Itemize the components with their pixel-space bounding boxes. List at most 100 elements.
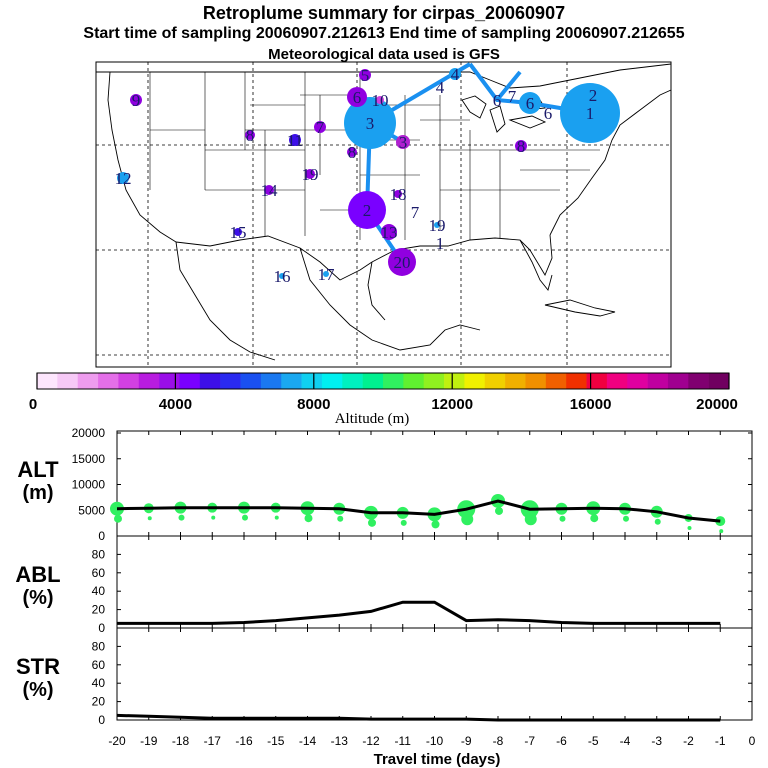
met-data-note: Meteorological data used is GFS xyxy=(268,46,500,63)
colorbar-tick-label: 20000 xyxy=(696,396,738,413)
colorbar-swatch xyxy=(260,373,282,389)
panel-label: ALT xyxy=(17,457,59,482)
cluster-label: 8 xyxy=(517,137,526,156)
y-tick-label: 60 xyxy=(92,658,106,672)
cluster-label: 7 xyxy=(508,87,517,106)
colorbar-swatch xyxy=(586,373,608,389)
cluster-circle xyxy=(347,87,367,107)
cluster-circle xyxy=(130,94,142,106)
time-series-panels: 05000100001500020000ALT(m)020406080ABL(%… xyxy=(15,426,755,768)
colorbar-tick-label: 12000 xyxy=(431,396,473,413)
colorbar-tick-label: 8000 xyxy=(297,396,330,413)
track-segment xyxy=(468,62,591,115)
alt-point xyxy=(687,525,692,530)
x-tick-label: -16 xyxy=(235,734,253,748)
colorbar-swatch xyxy=(240,373,262,389)
coastline-segment xyxy=(519,239,553,291)
panel-label: ABL xyxy=(15,562,60,587)
alt-point xyxy=(495,506,503,515)
panel-abl: 0 20 40 60 80 ABL(%) xyxy=(15,535,753,635)
colorbar-swatch xyxy=(383,373,404,389)
x-tick-label: -3 xyxy=(651,734,662,748)
cluster-label: 14 xyxy=(261,181,279,200)
x-tick-label: -8 xyxy=(493,734,504,748)
x-tick-label: -11 xyxy=(395,734,412,748)
cluster-circle xyxy=(359,69,371,81)
altitude-colorbar: 0 4000 8000 12000 16000 20000 xyxy=(29,372,738,413)
y-tick-label: 80 xyxy=(92,547,106,561)
track-segment xyxy=(495,70,522,102)
x-tick-label: 0 xyxy=(749,734,756,748)
cluster-label: 17 xyxy=(318,265,336,284)
cluster-circle xyxy=(344,97,396,149)
y-tick-label: 80 xyxy=(92,639,106,653)
colorbar-swatch xyxy=(627,373,648,389)
coastline-segment xyxy=(461,95,487,119)
cluster-label: 15 xyxy=(230,223,247,242)
colorbar-swatch xyxy=(484,373,506,389)
colorbar-tick-label: 0 xyxy=(29,396,37,413)
series-line xyxy=(116,713,721,722)
alt-point xyxy=(211,515,216,520)
map-geography xyxy=(96,63,672,361)
x-tick-label: -10 xyxy=(426,734,444,748)
cluster-circle xyxy=(434,222,440,228)
colorbar-swatch xyxy=(281,373,302,389)
colorbar-swatch xyxy=(138,373,160,389)
cluster-circle xyxy=(279,273,285,279)
colorbar-swatch xyxy=(525,373,547,389)
cluster-circle xyxy=(323,271,329,277)
cluster-label: 7 xyxy=(411,203,420,222)
colorbar-swatch xyxy=(321,373,343,389)
x-tick-label: -15 xyxy=(267,734,285,748)
colorbar-tick-label: 4000 xyxy=(159,396,192,413)
y-tick-label: 20 xyxy=(92,603,106,617)
alt-point xyxy=(431,520,440,529)
x-tick-label: -17 xyxy=(204,734,222,748)
x-axis-label: Travel time (days) xyxy=(374,751,501,768)
y-tick-label: 40 xyxy=(92,584,106,598)
y-tick-label: 0 xyxy=(98,529,105,543)
cluster-label: 6 xyxy=(526,94,535,113)
panel-alt: 0 5000 10000 15000 20000 ALT(m) xyxy=(17,426,753,543)
coastline-segment xyxy=(508,115,547,129)
alt-point xyxy=(559,515,566,522)
cluster-label: 3 xyxy=(399,133,408,152)
x-tick-label: -19 xyxy=(140,734,158,748)
cluster-circle xyxy=(348,191,386,229)
y-tick-label: 5000 xyxy=(78,503,105,517)
colorbar-swatch xyxy=(403,373,425,389)
alt-point xyxy=(178,514,185,521)
x-tick-label: -12 xyxy=(362,734,380,748)
panel-label: STR xyxy=(16,654,60,679)
colorbar-swatch xyxy=(179,373,201,389)
cluster-label: 6 xyxy=(493,91,502,110)
alt-point xyxy=(654,518,661,525)
colorbar-tick-label: 16000 xyxy=(570,396,612,413)
alt-point xyxy=(110,501,124,516)
cluster-label: 7 xyxy=(316,118,325,137)
cluster-label: 4 xyxy=(436,78,445,97)
cluster-circle xyxy=(381,224,397,240)
alt-point xyxy=(461,513,474,526)
cluster-circle xyxy=(396,135,410,149)
cluster-circle xyxy=(519,92,541,114)
alt-point xyxy=(337,515,344,522)
x-tick-label: -18 xyxy=(172,734,190,748)
cluster-label: 3 xyxy=(366,114,375,133)
alt-point xyxy=(242,514,248,521)
coastline-segment xyxy=(371,234,553,276)
series-line xyxy=(117,600,721,625)
colorbar-swatch xyxy=(77,373,99,389)
sampling-times: Start time of sampling 20060907.212613 E… xyxy=(83,25,685,42)
colorbar-swatch xyxy=(199,373,221,389)
cluster-label: 9 xyxy=(132,91,141,110)
coastline-segment xyxy=(299,247,481,351)
cluster-label: 1 xyxy=(436,234,445,253)
panel-frame xyxy=(116,627,753,721)
x-tick-label: -9 xyxy=(461,734,472,748)
colorbar-swatch xyxy=(342,373,363,389)
cluster-label: 2 xyxy=(363,201,372,220)
cluster-circle xyxy=(560,83,620,143)
alt-point xyxy=(114,514,122,523)
